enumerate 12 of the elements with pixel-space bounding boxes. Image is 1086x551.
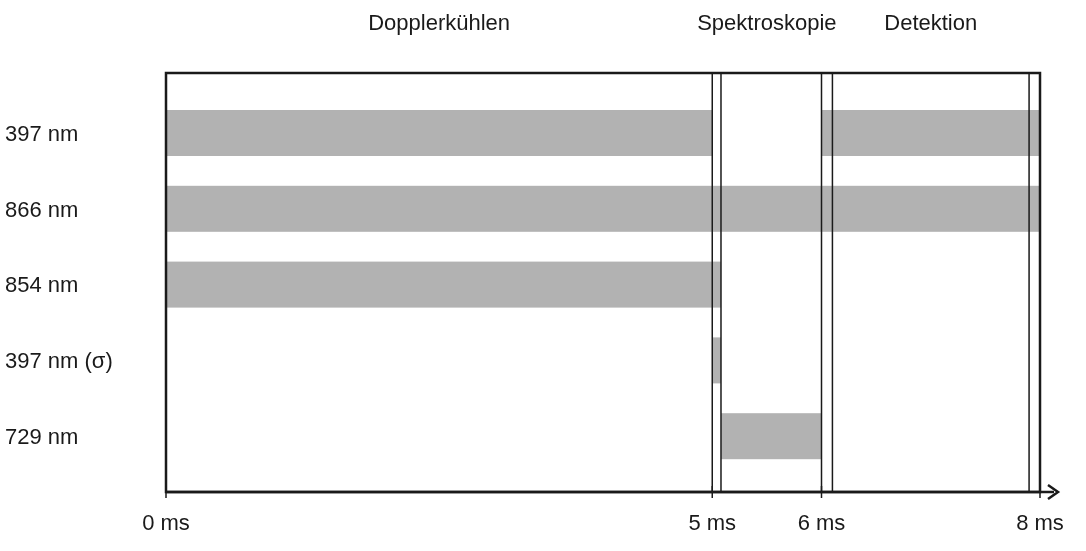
text: Spektroskopie bbox=[697, 10, 837, 35]
y-tick-label: 397 nm (σ) bbox=[5, 348, 113, 374]
x-tick-label: 8 ms bbox=[1016, 510, 1064, 535]
y-tick-label: 397 nm bbox=[5, 120, 79, 146]
y-tick-label: 854 nm bbox=[5, 272, 79, 298]
x-tick-label: 6 ms bbox=[797, 510, 846, 535]
text: Detektion bbox=[884, 10, 978, 35]
x-tick-label: 0 ms bbox=[142, 510, 190, 535]
x-tick-label: 5 ms bbox=[688, 510, 737, 535]
y-tick-label: 866 nm bbox=[5, 196, 79, 222]
text: Dopplerkühlen bbox=[368, 10, 511, 35]
y-tick-label: 729 nm bbox=[5, 423, 79, 449]
